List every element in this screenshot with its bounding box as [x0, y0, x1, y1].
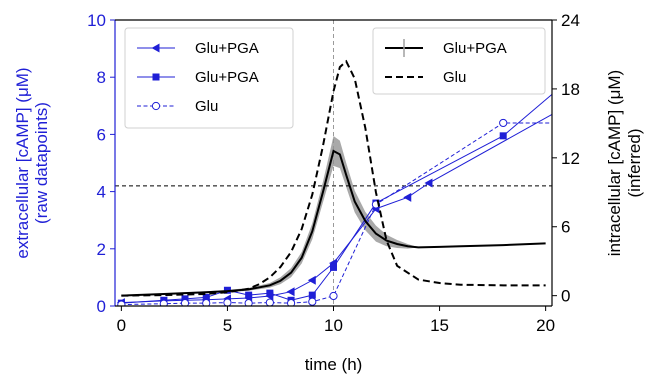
x-tick-label-15: 15	[430, 316, 449, 335]
legend-1-label-0: Glu+PGA	[443, 40, 507, 57]
series-1-point-3	[202, 293, 210, 301]
x-tick-label-0: 0	[117, 316, 126, 335]
series-2-point-3	[202, 299, 211, 306]
series-1-point-6	[266, 289, 274, 297]
series-2-point-1	[159, 299, 168, 306]
right-axis-label-line-0: intracellular [cAMP] (μM)	[605, 70, 624, 256]
series-2-point-9	[329, 291, 338, 301]
series-2-point-4	[223, 298, 232, 306]
series-line-0	[121, 113, 552, 304]
legend-0-label-0: Glu+PGA	[195, 40, 259, 57]
series-1-point-8	[308, 291, 316, 299]
left-tick-label-8: 8	[97, 68, 106, 87]
series-2-point-0	[117, 300, 126, 306]
series-2-point-7	[286, 299, 296, 306]
left-tick-label-6: 6	[97, 125, 106, 144]
legend-0-label-2: Glu	[195, 98, 218, 115]
uncertainty-band	[121, 136, 546, 296]
series-2-point-2	[180, 299, 190, 306]
series-1-point-9	[330, 263, 337, 271]
series-1-point-11	[499, 132, 507, 140]
right-axis-label-line-1: (inferred)	[625, 129, 644, 198]
series-line-4	[121, 59, 546, 297]
right-tick-label-12: 12	[561, 149, 580, 168]
legend-0-marker-1	[152, 73, 160, 81]
axes	[110, 19, 557, 311]
plot-area	[116, 59, 552, 306]
series-2-point-5	[244, 299, 253, 306]
x-tick-label-20: 20	[536, 316, 555, 335]
right-tick-label-6: 6	[561, 218, 570, 237]
series-0-point-8	[307, 275, 316, 285]
legend-1-label-1: Glu	[443, 69, 466, 86]
axis-labels: time (h) extracellular [cAMP] (μM) (raw da…	[13, 67, 644, 374]
x-tick-label-10: 10	[324, 316, 343, 335]
left-tick-label-2: 2	[97, 240, 106, 259]
left-axis-label-line-0: extracellular [cAMP] (μM)	[13, 67, 32, 258]
series-1-point-5	[245, 291, 253, 299]
legend-0-marker-0	[151, 43, 160, 53]
series-2-point-11	[499, 118, 508, 128]
left-axis-label-line-1: (raw datapoints)	[32, 102, 51, 224]
legends: Glu+PGA Glu+PGA Glu Glu+PGA Glu	[124, 27, 546, 129]
reference-lines	[115, 20, 552, 306]
legend-0-marker-2	[151, 101, 161, 111]
series-0-point-11	[403, 192, 412, 202]
series-0-point-12	[424, 178, 433, 188]
x-axis-label: time (h)	[305, 355, 363, 374]
legend-box-1	[372, 27, 546, 95]
series-0-point-7	[286, 287, 295, 297]
legend-0-label-1: Glu+PGA	[195, 69, 259, 86]
series-2-point-6	[265, 298, 274, 306]
series-2-point-8	[308, 297, 317, 306]
series-1-point-2	[181, 295, 189, 303]
left-tick-label-4: 4	[97, 183, 106, 202]
uncertainty-band-layer	[121, 136, 546, 296]
series-layer	[116, 59, 552, 306]
left-tick-label-10: 10	[87, 11, 106, 30]
x-tick-label-5: 5	[223, 316, 232, 335]
right-tick-label-18: 18	[561, 80, 580, 99]
legend-box-0	[124, 27, 294, 129]
right-tick-label-0: 0	[561, 287, 570, 306]
left-tick-label-0: 0	[97, 297, 106, 316]
right-tick-label-24: 24	[561, 11, 580, 30]
